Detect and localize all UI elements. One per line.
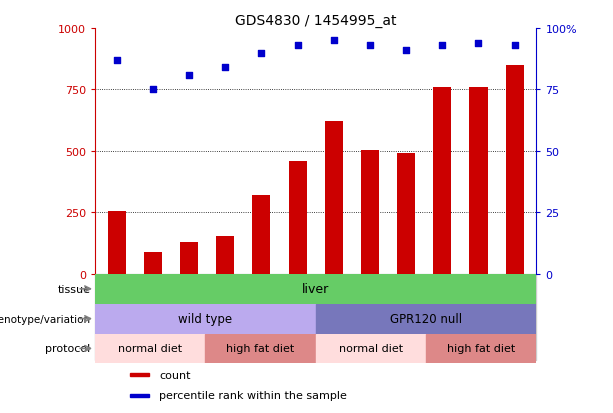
Text: tissue: tissue xyxy=(58,284,91,294)
Bar xyxy=(95,304,316,334)
Bar xyxy=(144,252,162,274)
Point xyxy=(510,43,520,50)
Bar xyxy=(216,236,234,274)
Bar xyxy=(131,394,149,396)
Text: count: count xyxy=(159,370,191,380)
Bar xyxy=(95,334,205,363)
Text: GPR120 null: GPR120 null xyxy=(390,312,462,325)
Text: protocol: protocol xyxy=(45,344,91,354)
Text: high fat diet: high fat diet xyxy=(226,344,295,354)
Text: liver: liver xyxy=(302,282,329,296)
Bar xyxy=(316,304,536,334)
Bar xyxy=(470,88,487,274)
Bar xyxy=(506,66,524,274)
Point xyxy=(148,87,158,93)
Text: percentile rank within the sample: percentile rank within the sample xyxy=(159,390,347,400)
Point xyxy=(474,40,484,47)
Bar xyxy=(253,196,270,274)
Bar xyxy=(397,154,415,274)
Bar xyxy=(433,88,451,274)
Point xyxy=(112,57,121,64)
Bar xyxy=(131,373,149,376)
Point xyxy=(438,43,447,50)
Point xyxy=(402,47,411,54)
Text: wild type: wild type xyxy=(178,312,232,325)
Title: GDS4830 / 1454995_at: GDS4830 / 1454995_at xyxy=(235,14,397,28)
Text: genotype/variation: genotype/variation xyxy=(0,314,91,324)
Bar xyxy=(316,334,426,363)
Point xyxy=(220,65,230,71)
Point xyxy=(292,43,302,50)
Bar xyxy=(205,334,316,363)
Bar xyxy=(180,242,198,274)
Point xyxy=(184,72,194,79)
Text: normal diet: normal diet xyxy=(118,344,182,354)
Text: normal diet: normal diet xyxy=(339,344,403,354)
Point xyxy=(329,38,339,45)
Bar xyxy=(426,334,536,363)
Bar xyxy=(95,274,536,360)
Bar xyxy=(289,161,306,274)
Bar xyxy=(325,122,343,274)
Point xyxy=(256,50,266,57)
Bar xyxy=(108,212,126,274)
Bar xyxy=(361,150,379,274)
Point xyxy=(365,43,375,50)
Text: high fat diet: high fat diet xyxy=(447,344,516,354)
